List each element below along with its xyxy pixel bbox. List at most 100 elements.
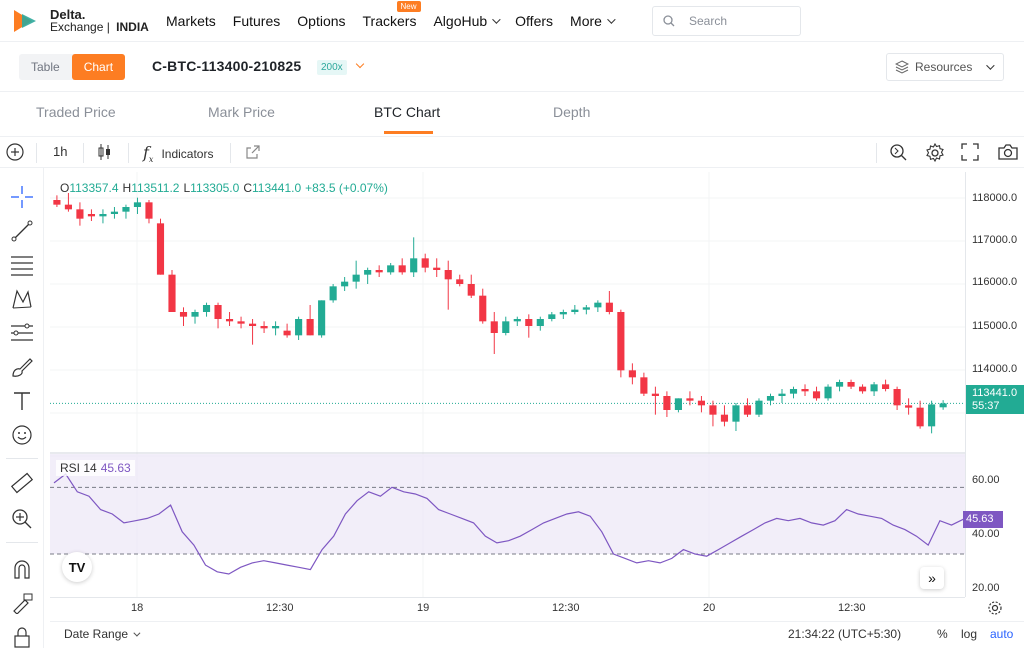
clock-label[interactable]: 21:34:22 (UTC+5:30)	[788, 627, 902, 641]
candle-body	[341, 281, 349, 287]
tab-mark-price[interactable]: Mark Price	[208, 104, 275, 120]
camera-icon[interactable]	[997, 143, 1019, 161]
candle-body	[87, 214, 96, 217]
auto-toggle[interactable]: auto	[990, 627, 1014, 641]
candle-body	[502, 321, 510, 333]
brand-line1: Delta.	[50, 6, 86, 22]
candle-body	[306, 319, 314, 336]
resources-label: Resources	[915, 60, 973, 74]
candle-body	[766, 396, 775, 401]
candle-body	[789, 389, 798, 394]
popout-icon[interactable]	[246, 145, 260, 159]
toolbar-divider	[83, 143, 84, 163]
candle-body	[191, 312, 199, 317]
price-tick-label: 117000.0	[972, 234, 1018, 246]
text-icon[interactable]	[11, 390, 33, 412]
candle-body	[824, 386, 832, 399]
rsi-line	[53, 473, 964, 575]
candle-body	[548, 314, 556, 319]
candle-body	[479, 295, 487, 322]
time-tick-label: 18	[131, 602, 144, 614]
magnet-icon[interactable]	[11, 558, 33, 580]
candle-body	[421, 258, 429, 268]
candle-body	[743, 405, 752, 415]
trend-line-icon[interactable]	[11, 220, 33, 242]
emoji-icon[interactable]	[11, 424, 33, 446]
contract-symbol[interactable]: C-BTC-113400-210825	[152, 58, 302, 74]
quick-search-icon[interactable]	[889, 143, 907, 161]
tools-divider	[6, 542, 38, 543]
rsi-band	[50, 454, 965, 554]
candle-body	[525, 319, 533, 326]
candle-body	[99, 214, 107, 217]
brush-icon[interactable]	[11, 356, 33, 378]
delta-logo-icon	[12, 8, 44, 34]
measure-lines-icon[interactable]	[11, 322, 33, 344]
pattern-icon[interactable]	[11, 288, 33, 310]
tradingview-logo-icon[interactable]: TV	[62, 552, 92, 582]
chevron-down-icon	[492, 14, 501, 24]
time-axis[interactable]: 18 12:30 19 12:30 20 12:30	[50, 597, 965, 619]
nav-more[interactable]: More	[570, 13, 616, 29]
open-label: O	[60, 181, 70, 195]
nav-trackers[interactable]: Trackers New	[363, 0, 421, 29]
table-view-button[interactable]: Table	[31, 60, 60, 74]
contract-bar: Table Chart C-BTC-113400-210825 200x Res…	[0, 42, 1024, 92]
tab-traded-price[interactable]: Traded Price	[36, 104, 116, 120]
candle-body	[916, 407, 924, 427]
nav-markets[interactable]: Markets	[166, 12, 216, 29]
active-tab-indicator	[384, 131, 433, 134]
new-badge: New	[396, 0, 421, 12]
candle-body	[214, 305, 222, 319]
percent-toggle[interactable]: %	[937, 627, 948, 641]
crosshair-icon[interactable]	[11, 186, 33, 208]
high-label: H	[122, 181, 132, 195]
fullscreen-icon[interactable]	[961, 143, 979, 161]
rsi-tick-label: 60.00	[972, 474, 1000, 486]
tab-btc-chart[interactable]: BTC Chart	[374, 104, 441, 120]
date-range-button[interactable]: Date Range	[64, 627, 141, 641]
nav-offers[interactable]: Offers	[515, 12, 554, 29]
interval-button[interactable]: 1h	[53, 144, 68, 159]
nav-algohub[interactable]: AlgoHub	[433, 13, 501, 29]
search-input[interactable]: Search	[652, 6, 801, 36]
candle-body	[571, 309, 579, 312]
candle-body	[870, 384, 878, 392]
candle-body	[617, 312, 625, 371]
candle-body	[513, 319, 521, 322]
scroll-to-realtime-button[interactable]: »	[920, 567, 944, 589]
lock-icon[interactable]	[11, 626, 33, 648]
indicators-button[interactable]: fx Indicators	[143, 143, 213, 164]
candle-body	[490, 321, 498, 333]
ruler-icon[interactable]	[11, 472, 33, 494]
candle-body	[732, 405, 740, 422]
candle-body	[76, 209, 84, 219]
settings-gear-icon[interactable]	[925, 143, 945, 163]
price-axis[interactable]: 118000.0 117000.0 116000.0 115000.0 1140…	[963, 172, 1024, 597]
brand-logo[interactable]: Delta. Exchange | INDIA	[12, 8, 152, 34]
tab-depth[interactable]: Depth	[553, 104, 591, 120]
zoom-in-icon[interactable]	[11, 508, 33, 530]
candle-body	[697, 400, 706, 406]
candle-body	[110, 211, 119, 214]
axis-settings-icon[interactable]	[987, 600, 1003, 616]
fib-retracement-icon[interactable]	[11, 254, 33, 276]
view-toggle: Table Chart	[19, 54, 126, 80]
candle-body	[812, 391, 821, 399]
candle-body	[651, 393, 659, 396]
log-toggle[interactable]: log	[961, 627, 978, 641]
contract-chevron-down-icon[interactable]	[355, 59, 365, 69]
top-navbar: Delta. Exchange | INDIA Markets Futures …	[0, 0, 1024, 42]
nav-futures[interactable]: Futures	[232, 12, 281, 29]
candles-icon[interactable]	[97, 143, 113, 161]
candle-body	[835, 382, 844, 387]
lock-draw-icon[interactable]	[11, 592, 33, 614]
resources-dropdown[interactable]: Resources	[886, 53, 1004, 81]
candle-body	[674, 398, 682, 410]
nav-options[interactable]: Options	[297, 12, 346, 29]
candle-body	[225, 319, 234, 322]
candle-body	[410, 258, 418, 273]
chart-view-button[interactable]: Chart	[71, 54, 126, 80]
add-symbol-icon[interactable]	[6, 143, 24, 161]
price-chart[interactable]	[50, 172, 965, 597]
